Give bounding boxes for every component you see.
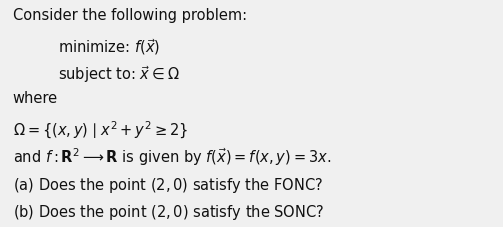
Text: subject to: $\vec{x} \in \Omega$: subject to: $\vec{x} \in \Omega$ — [58, 64, 180, 85]
Text: $\Omega = \{(x, y) \mid x^2 + y^2 \geq 2\}$: $\Omega = \{(x, y) \mid x^2 + y^2 \geq 2… — [13, 119, 188, 140]
Text: minimize: $f(\vec{x})$: minimize: $f(\vec{x})$ — [58, 37, 160, 57]
Text: and $f : \mathbf{R}^2 \longrightarrow \mathbf{R}$ is given by $f(\vec{x}) = f(x,: and $f : \mathbf{R}^2 \longrightarrow \m… — [13, 146, 331, 168]
Text: (b) Does the point $(2, 0)$ satisfy the SONC?: (b) Does the point $(2, 0)$ satisfy the … — [13, 202, 324, 221]
Text: where: where — [13, 91, 58, 106]
Text: (a) Does the point $(2, 0)$ satisfy the FONC?: (a) Does the point $(2, 0)$ satisfy the … — [13, 175, 322, 194]
Text: Consider the following problem:: Consider the following problem: — [13, 8, 246, 23]
